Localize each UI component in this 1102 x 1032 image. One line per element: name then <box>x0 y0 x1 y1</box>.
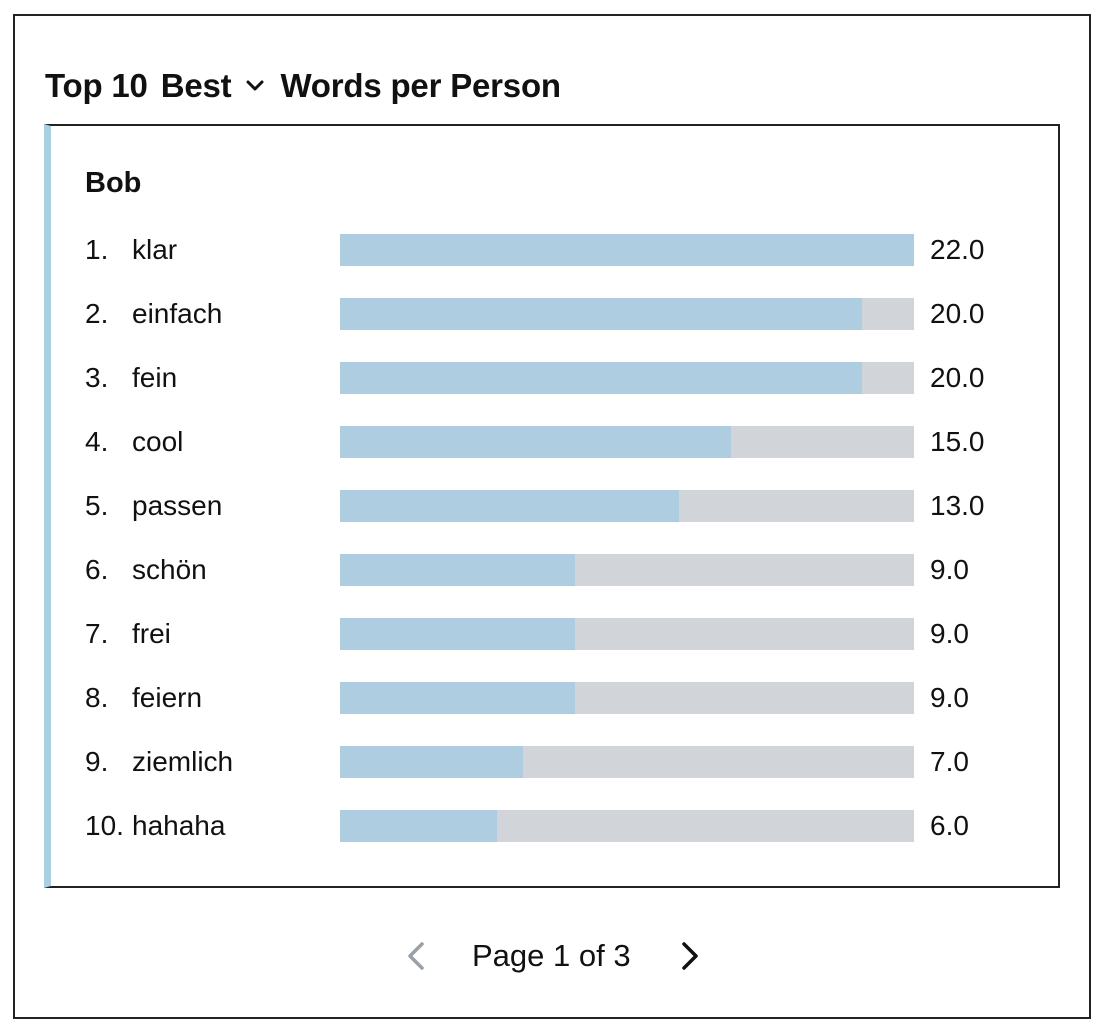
bar <box>340 554 575 586</box>
list-item: 7. frei 9.0 <box>0 602 1102 666</box>
rank-label: 7. <box>85 618 109 649</box>
page-title: Top 10 Best Words per Person <box>45 60 561 112</box>
word-label: fein <box>132 362 178 393</box>
rank-label: 10. <box>85 810 124 841</box>
value-label: 20.0 <box>930 362 985 393</box>
value-label: 7.0 <box>930 746 969 777</box>
rank-label: 1. <box>85 234 109 265</box>
bar-track <box>340 298 914 330</box>
bar <box>340 810 497 842</box>
metric-dropdown-value: Best <box>160 67 232 104</box>
word-label: ziemlich <box>132 746 234 777</box>
metric-dropdown[interactable]: Best <box>161 67 268 105</box>
word-label: einfach <box>132 298 223 329</box>
word-label: cool <box>132 426 184 457</box>
chevron-left-icon[interactable] <box>398 936 434 976</box>
bar-track <box>340 490 914 522</box>
bar <box>340 298 862 330</box>
value-label: 9.0 <box>930 618 969 649</box>
rank-label: 5. <box>85 490 109 521</box>
bar-track <box>340 682 914 714</box>
rank-label: 3. <box>85 362 109 393</box>
value-label: 9.0 <box>930 554 969 585</box>
value-label: 22.0 <box>930 234 985 265</box>
rank-label: 6. <box>85 554 109 585</box>
list-item: 2. einfach 20.0 <box>0 282 1102 346</box>
word-label: feiern <box>132 682 203 713</box>
bar-track <box>340 362 914 394</box>
title-suffix: Words per Person <box>280 67 561 104</box>
pagination: Page 1 of 3 <box>0 928 1102 984</box>
person-name: Bob <box>85 167 142 199</box>
list-item: 1. klar 22.0 <box>0 218 1102 282</box>
widget-frame <box>13 14 1091 1019</box>
word-label: klar <box>132 234 178 265</box>
bar-track <box>340 810 914 842</box>
bar <box>340 682 575 714</box>
bar-track <box>340 234 914 266</box>
list-item: 8. feiern 9.0 <box>0 666 1102 730</box>
value-label: 6.0 <box>930 810 969 841</box>
value-label: 9.0 <box>930 682 969 713</box>
list-item: 9. ziemlich 7.0 <box>0 730 1102 794</box>
list-item: 3. fein 20.0 <box>0 346 1102 410</box>
value-label: 20.0 <box>930 298 985 329</box>
value-label: 13.0 <box>930 490 985 521</box>
bar-track <box>340 554 914 586</box>
bar-track <box>340 426 914 458</box>
word-label: hahaha <box>132 810 226 841</box>
rank-label: 8. <box>85 682 109 713</box>
word-label: schön <box>132 554 207 585</box>
bar <box>340 490 679 522</box>
rank-label: 2. <box>85 298 109 329</box>
list-item: 5. passen 13.0 <box>0 474 1102 538</box>
word-label: frei <box>132 618 171 649</box>
page-indicator: Page 1 of 3 <box>472 938 631 973</box>
person-card <box>44 124 1060 888</box>
bar <box>340 234 914 266</box>
bar-track <box>340 746 914 778</box>
rank-label: 9. <box>85 746 109 777</box>
chevron-down-icon <box>246 80 264 91</box>
chevron-right-icon[interactable] <box>672 936 708 976</box>
bar <box>340 426 731 458</box>
value-label: 15.0 <box>930 426 985 457</box>
bar <box>340 362 862 394</box>
bar <box>340 618 575 650</box>
rank-label: 4. <box>85 426 109 457</box>
list-item: 6. schön 9.0 <box>0 538 1102 602</box>
bar <box>340 746 523 778</box>
word-label: passen <box>132 490 223 521</box>
bar-track <box>340 618 914 650</box>
list-item: 10. hahaha 6.0 <box>0 794 1102 858</box>
list-item: 4. cool 15.0 <box>0 410 1102 474</box>
title-prefix: Top 10 <box>45 67 148 104</box>
